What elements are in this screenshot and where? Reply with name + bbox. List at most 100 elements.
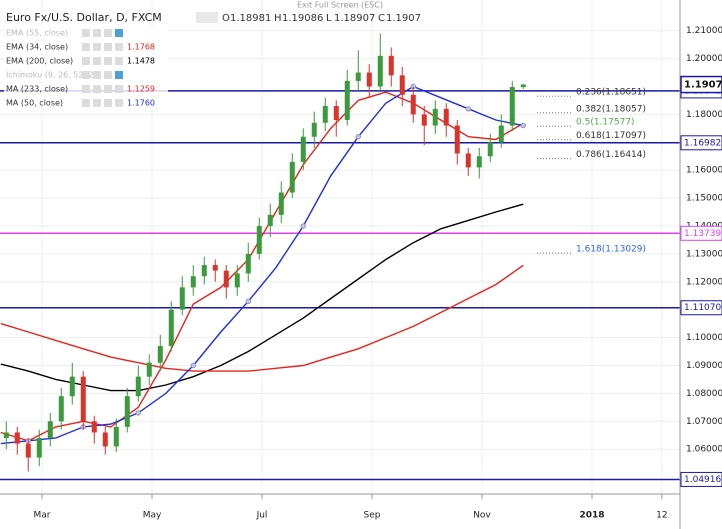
legend-icon[interactable] (82, 85, 90, 93)
legend-icon[interactable] (115, 71, 123, 79)
y-tick-label: 1.12000 (686, 277, 722, 287)
legend-icon[interactable] (93, 99, 101, 107)
legend-icon[interactable] (104, 99, 112, 107)
y-tick-label: 1.06000 (686, 445, 722, 455)
fib-label: 0.786(1.16414) (576, 150, 646, 160)
y-tick-label: 1.13000 (686, 249, 722, 259)
legend-icon[interactable] (82, 71, 90, 79)
fib-label: 0.382(1.18057) (576, 104, 646, 114)
indicator-point (465, 106, 471, 112)
y-tick-label: 1.08000 (686, 389, 722, 399)
legend-icon[interactable] (104, 85, 112, 93)
legend-icon[interactable] (104, 29, 112, 37)
legend-value: 1.1768 (127, 43, 155, 52)
candle-body (168, 309, 174, 346)
legend-icon[interactable] (82, 29, 90, 37)
current-price-box (680, 75, 722, 94)
indicator-line (0, 264, 524, 372)
legend-icon[interactable] (82, 57, 90, 65)
legend-icon[interactable] (93, 29, 101, 37)
candle-body (80, 376, 86, 422)
candle-body (520, 84, 526, 88)
x-tick-label: Mar (34, 511, 51, 521)
ohlc-value: 1.19086 (282, 13, 323, 24)
legend-icon[interactable] (82, 99, 90, 107)
ohlc-value: 1.18907 (334, 13, 375, 24)
y-tick-label: 1.10000 (686, 333, 722, 343)
legend-icon[interactable] (115, 99, 123, 107)
legend-icon[interactable] (115, 43, 123, 51)
legend-value: 1.1478 (127, 57, 155, 66)
candle-body (146, 362, 152, 377)
candle-body (344, 80, 350, 120)
candle-body (465, 153, 471, 168)
legend-name: MA (233, close) (6, 85, 68, 94)
exit-fullscreen[interactable]: Exit Full Screen (ESC) (297, 1, 383, 10)
legend-icon[interactable] (115, 85, 123, 93)
candle-body (289, 161, 295, 193)
current-price-label: 1.19070 (684, 80, 722, 91)
axes: 1.06000 1.07000 1.08000 1.09000 1.10000 1.120… (34, 26, 722, 521)
candle-body (333, 106, 339, 120)
indicator-point (190, 362, 196, 369)
x-tick-label: Nov (473, 511, 491, 521)
indicator-point (300, 223, 306, 229)
candle-body (278, 192, 284, 215)
candle-body (201, 265, 207, 277)
indicator-line (0, 203, 524, 392)
fib-label: 1.618(1.13029) (576, 245, 646, 255)
fib-label: 0.236(1.18651) (576, 88, 646, 98)
candle-body (3, 432, 9, 439)
legend-name: EMA (34, close) (6, 43, 68, 52)
candle-body (102, 432, 108, 447)
price-box (680, 471, 722, 487)
ohlc-letter: L (326, 13, 332, 24)
x-tick-label: Jul (256, 511, 268, 521)
candle-body (190, 276, 196, 288)
indicator-point (135, 410, 141, 416)
candle-body (157, 345, 163, 363)
y-tick-label: 1.16000 (686, 166, 722, 176)
legend-icon[interactable] (104, 43, 112, 51)
legend-icon[interactable] (115, 57, 123, 65)
candle-body (355, 72, 361, 81)
candle-body (267, 214, 273, 226)
y-tick-label: 1.15000 (686, 194, 722, 204)
candle-body (509, 87, 515, 126)
legend-icon[interactable] (93, 57, 101, 65)
legend-icon[interactable] (93, 43, 101, 51)
plot: 0.236(1.18651) 0.382(1.18057) 0.5(1.17577)… (0, 33, 680, 481)
legend-name: MA (50, close) (6, 99, 63, 108)
y-tick-label: 1.07000 (686, 417, 722, 427)
header-icons (196, 12, 218, 23)
candle-body (377, 55, 383, 87)
legend-icon[interactable] (82, 43, 90, 51)
candle-body (410, 94, 416, 115)
legend-icon[interactable] (93, 85, 101, 93)
fib-label: 0.5(1.17577) (576, 118, 635, 128)
candle-body (421, 114, 427, 126)
candle-body (14, 432, 20, 444)
candle-body (91, 421, 97, 433)
candle-body (179, 287, 185, 310)
ohlc-letter: H (274, 13, 282, 24)
x-tick-label: 2018 (579, 511, 604, 521)
candle-body (300, 136, 306, 162)
legend-icon[interactable] (104, 57, 112, 65)
candle-body (399, 75, 405, 95)
legend-icon[interactable] (115, 29, 123, 37)
price-box (680, 135, 722, 151)
candle-body (388, 55, 394, 76)
ohlc-letter: C (378, 13, 385, 24)
legend-icon[interactable] (104, 71, 112, 79)
candle-body (135, 376, 141, 397)
price-box (680, 225, 722, 241)
candle-body (476, 156, 482, 168)
legend-icon[interactable] (93, 71, 101, 79)
candle-body (256, 225, 262, 254)
price-box (680, 300, 722, 316)
grid (0, 0, 680, 493)
fib-label: 0.618(1.17097) (576, 131, 646, 141)
